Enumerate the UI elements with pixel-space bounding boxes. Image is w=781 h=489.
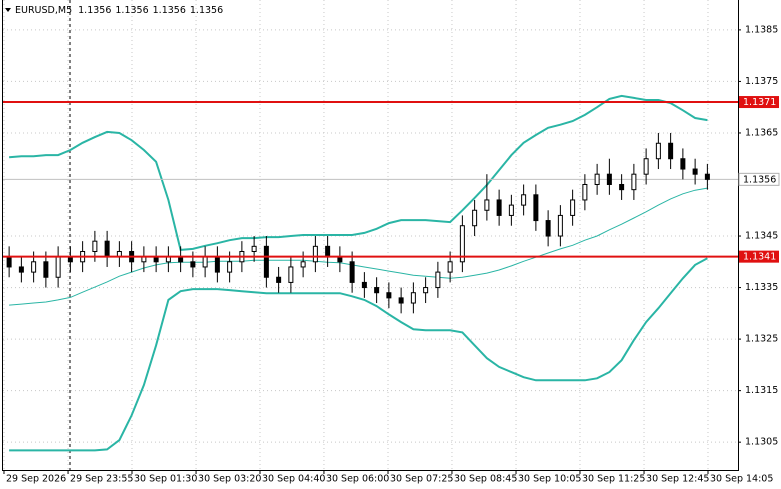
header: EURUSD,M5 1.1356 1.1356 1.1356 1.1356	[15, 5, 223, 16]
candle-body	[533, 194, 539, 222]
candle-body	[263, 245, 269, 278]
y-tick-label: 1.1345	[745, 231, 778, 242]
band-line	[9, 94, 708, 251]
grid	[3, 0, 738, 470]
candle-body	[288, 266, 294, 283]
candle-body	[435, 271, 441, 289]
candle-body	[655, 142, 661, 160]
candle-body	[680, 158, 686, 170]
x-tick-label: 29 Sep 2026	[6, 474, 66, 485]
candle-body	[386, 292, 392, 299]
candle-body	[643, 158, 649, 175]
candle-body	[18, 266, 24, 273]
x-tick-label: 30 Sep 06:00	[326, 474, 389, 485]
candle-body	[190, 261, 196, 268]
candle-body	[472, 209, 478, 227]
x-tick-label: 30 Sep 11:25	[582, 474, 645, 485]
header-value: 1.1356	[78, 5, 111, 16]
header-arrow	[5, 8, 11, 12]
x-tick-label: 30 Sep 03:20	[198, 474, 261, 485]
candle-body	[374, 287, 380, 294]
y-tick-label: 1.1385	[745, 24, 778, 35]
candle-body	[606, 173, 612, 185]
candle-body	[104, 240, 110, 258]
candle-body	[704, 173, 710, 180]
candle-body	[484, 199, 490, 211]
candle-body	[668, 142, 674, 160]
x-tick-label: 30 Sep 10:05	[518, 474, 581, 485]
x-tick-label: 30 Sep 08:45	[454, 474, 517, 485]
candle-body	[31, 261, 37, 273]
candle-body	[202, 256, 208, 268]
level-label: 1.1341	[743, 252, 776, 263]
level-label-box	[739, 250, 779, 263]
candle-body	[459, 225, 465, 263]
level-label-box	[739, 96, 779, 109]
candle-body	[227, 261, 233, 273]
candle-body	[496, 199, 502, 216]
x-tick-label: 29 Sep 23:55	[70, 474, 133, 485]
level-label: 1.1371	[743, 97, 776, 108]
x-tick-label: 30 Sep 14:05	[710, 474, 773, 485]
plot	[3, 94, 738, 452]
candle-body	[6, 256, 12, 268]
candle-body	[521, 194, 527, 206]
y-tick-label: 1.1335	[745, 282, 778, 293]
candle-body	[447, 261, 453, 273]
candle-body	[692, 168, 698, 175]
candle-body	[570, 199, 576, 216]
candle-body	[410, 292, 416, 304]
header-value: 1.1356	[190, 5, 223, 16]
y-tick-label: 1.1305	[745, 437, 778, 448]
price-label-box	[738, 172, 780, 186]
candle-body	[55, 256, 61, 278]
candle-body	[631, 173, 637, 191]
candle-body	[325, 245, 331, 258]
band-line	[9, 257, 708, 452]
y-tick-label: 1.1315	[745, 385, 778, 396]
candle-body	[398, 297, 404, 304]
candle-body	[361, 281, 367, 289]
y-tick-label: 1.1375	[745, 76, 778, 87]
x-tick-label: 30 Sep 04:40	[262, 474, 325, 485]
y-tick-label: 1.1325	[745, 334, 778, 345]
candle-body	[276, 276, 282, 283]
candle-body	[582, 183, 588, 201]
candle-body	[214, 256, 220, 273]
x-tick-label: 30 Sep 07:25	[390, 474, 453, 485]
candle-body	[43, 261, 49, 278]
candle-body	[312, 245, 318, 263]
candle-body	[251, 245, 257, 252]
price-label: 1.1356	[743, 174, 776, 185]
candle-body	[300, 261, 306, 268]
candle-body	[594, 173, 600, 185]
candle-body	[545, 220, 551, 237]
header-value: 1.1356	[153, 5, 186, 16]
symbol-title: EURUSD,M5	[15, 5, 72, 16]
header-value: 1.1356	[115, 5, 148, 16]
candle-body	[423, 287, 429, 294]
candle-body	[508, 204, 514, 216]
x-tick-label: 30 Sep 01:30	[134, 474, 197, 485]
candle-body	[92, 240, 98, 252]
candle-body	[557, 214, 563, 237]
candle-body	[349, 261, 355, 283]
x-tick-label: 30 Sep 12:45	[646, 474, 709, 485]
axis-labels: 1.1385 1.1375 1.1365 1.1345 1.1335 1.1325 1.13…	[3, 24, 780, 485]
y-tick-label: 1.1365	[745, 127, 778, 138]
band-line	[9, 187, 708, 306]
candle-body	[619, 183, 625, 191]
